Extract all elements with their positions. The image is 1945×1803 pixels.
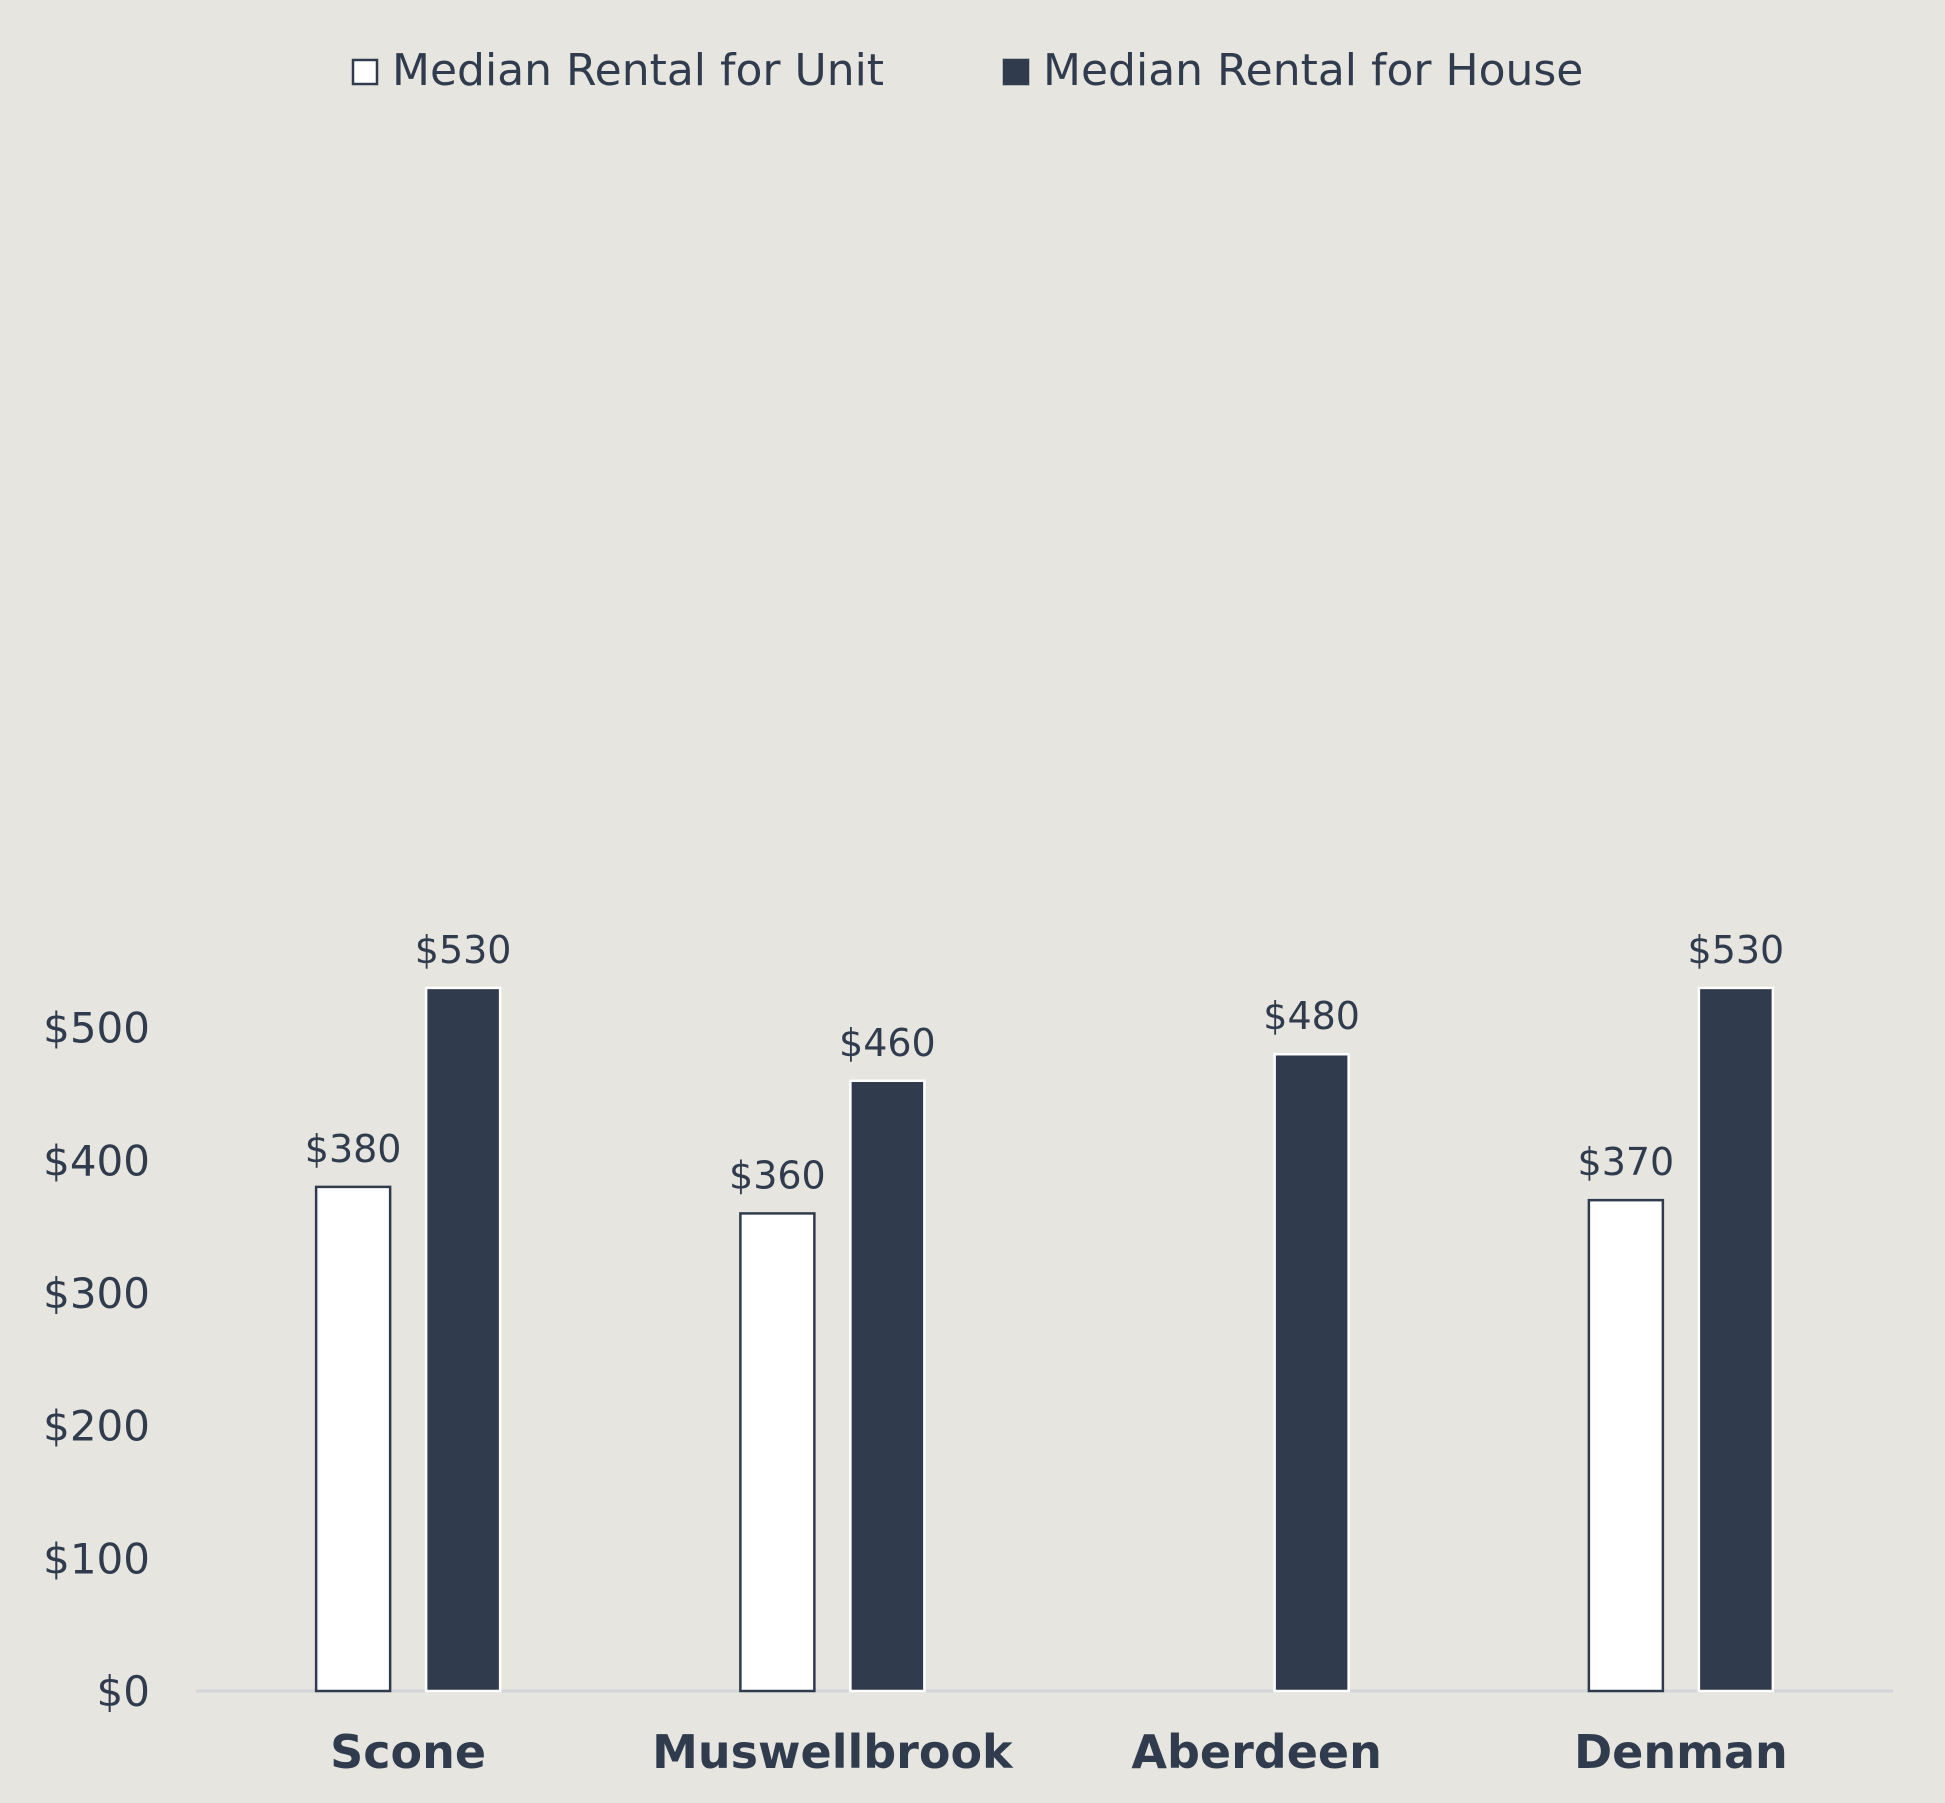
data-label: $370 <box>1578 1140 1675 1184</box>
data-label: $530 <box>1688 928 1785 972</box>
data-label: $460 <box>839 1021 936 1065</box>
data-label: $530 <box>415 928 512 972</box>
bar <box>424 986 502 1693</box>
bar <box>849 1079 926 1693</box>
y-tick-label: $300 <box>43 1269 150 1318</box>
legend-swatch <box>1002 58 1030 86</box>
bar <box>1697 986 1775 1693</box>
legend-label: Median Rental for House <box>1043 45 1583 96</box>
x-tick-label: Aberdeen <box>1131 1725 1381 1779</box>
bar <box>1273 1052 1350 1693</box>
legend-swatch <box>351 58 379 86</box>
bar <box>314 1185 392 1693</box>
x-tick-label: Scone <box>330 1725 486 1779</box>
data-label: $480 <box>1263 994 1360 1038</box>
data-label: $360 <box>729 1153 826 1197</box>
y-tick-label: $100 <box>43 1534 150 1583</box>
legend-label: Median Rental for Unit <box>392 45 884 96</box>
bars <box>314 986 1775 1693</box>
bar <box>739 1212 816 1693</box>
bar <box>1587 1198 1665 1693</box>
y-tick-label: $400 <box>43 1136 150 1185</box>
data-label: $380 <box>305 1127 402 1171</box>
x-axis: Scone Muswellbrook Aberdeen Denman <box>330 1725 1788 1779</box>
x-tick-label: Muswellbrook <box>652 1725 1014 1779</box>
y-tick-label: $500 <box>43 1004 150 1053</box>
x-tick-label: Denman <box>1574 1725 1788 1779</box>
y-tick-label: $200 <box>43 1402 150 1451</box>
data-labels: $380 $530 $360 $460 $480 $370 $530 <box>305 928 1784 1198</box>
y-tick-label: $0 <box>97 1667 150 1716</box>
legend: Median Rental for Unit Median Rental for … <box>351 45 1583 96</box>
